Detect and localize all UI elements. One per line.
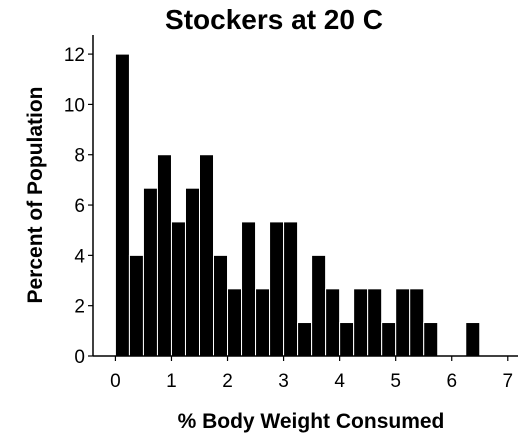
- histogram-bar: [283, 221, 299, 357]
- histogram-bar: [156, 154, 172, 357]
- histogram-bar: [367, 288, 383, 357]
- histogram-bar: [297, 322, 313, 357]
- histogram-bar: [255, 288, 271, 357]
- histogram-bar: [325, 288, 341, 357]
- x-axis-label: % Body Weight Consumed: [178, 410, 445, 433]
- x-axis-ticks: 0 1 2 3 4 5 6 7: [110, 356, 513, 392]
- histogram-bar: [170, 221, 186, 357]
- histogram-bar: [128, 254, 144, 357]
- histogram-bar: [213, 254, 229, 357]
- x-tick-label: 4: [334, 371, 345, 392]
- histogram-bar: [423, 322, 439, 357]
- histogram-bar: [227, 288, 243, 357]
- y-tick-label: 10: [64, 95, 85, 116]
- x-tick-label: 2: [222, 371, 233, 392]
- bars-group: [114, 53, 481, 357]
- histogram-bar: [381, 322, 397, 357]
- x-tick-label: 6: [446, 371, 457, 392]
- y-tick-label: 4: [74, 246, 85, 267]
- histogram-bar: [353, 288, 369, 357]
- x-tick-label: 5: [390, 371, 401, 392]
- histogram-bar: [269, 221, 285, 357]
- histogram-bar: [465, 322, 481, 357]
- y-axis-label: Percent of Population: [24, 86, 47, 303]
- histogram-bar: [199, 154, 215, 357]
- histogram-bar: [184, 187, 201, 357]
- x-tick-label: 7: [503, 371, 514, 392]
- histogram-bar: [311, 254, 327, 357]
- y-axis-ticks: 0 2 4 6 8 10 12: [64, 45, 93, 368]
- histogram-bar: [409, 288, 425, 357]
- x-tick-label: 1: [166, 371, 177, 392]
- x-tick-label: 0: [110, 371, 121, 392]
- x-tick-label: 3: [278, 371, 289, 392]
- chart-title: Stockers at 20 C: [165, 4, 383, 35]
- y-tick-label: 2: [74, 297, 85, 318]
- y-tick-label: 0: [74, 347, 85, 368]
- histogram-bar: [395, 288, 411, 357]
- y-tick-label: 12: [64, 45, 85, 66]
- histogram-bar: [339, 322, 355, 357]
- histogram-bar: [241, 221, 257, 357]
- y-tick-label: 8: [74, 146, 85, 167]
- histogram-bar: [142, 187, 158, 357]
- histogram-bar: [114, 53, 130, 357]
- y-tick-label: 6: [74, 196, 85, 217]
